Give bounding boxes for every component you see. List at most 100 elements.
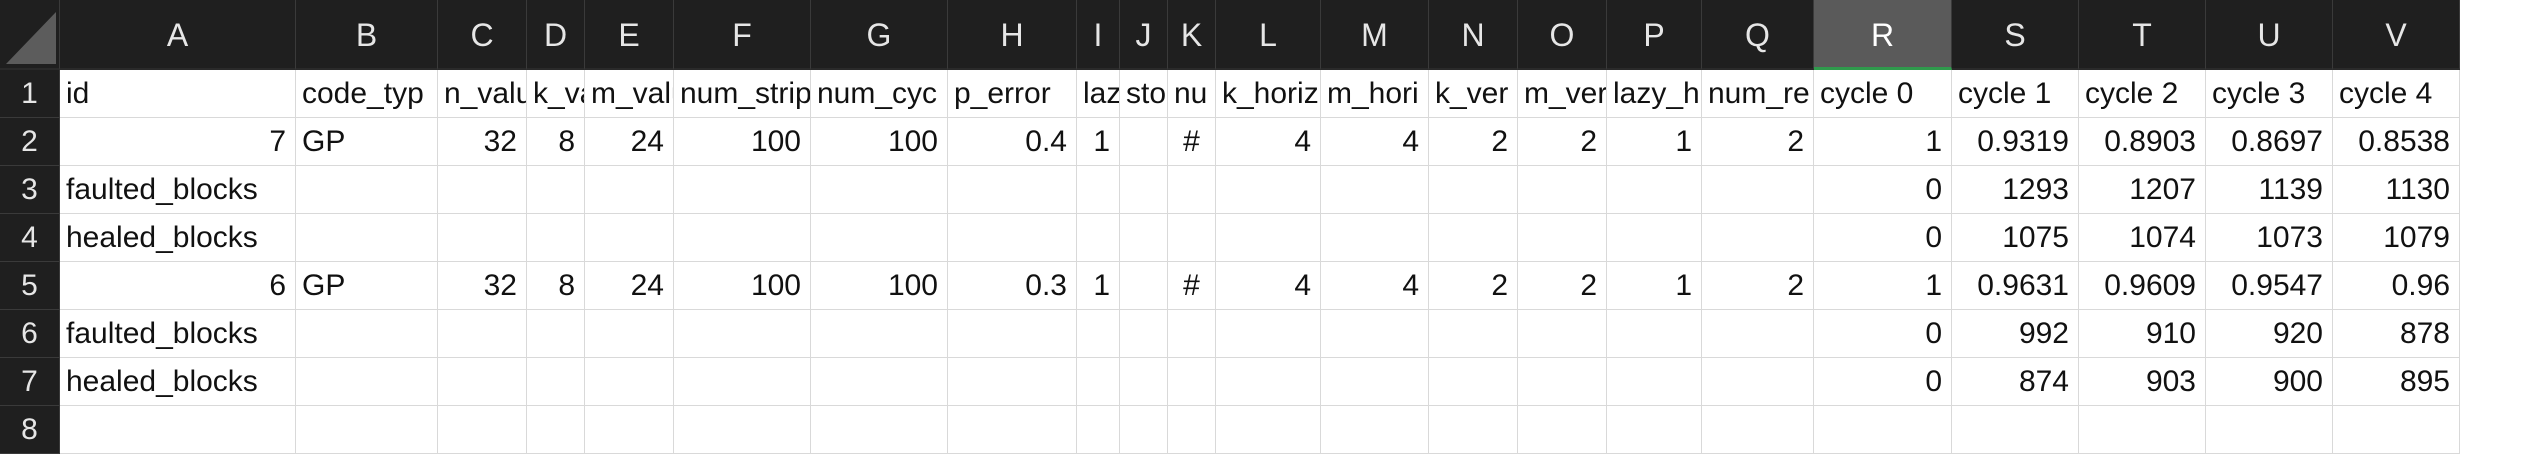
cell-o7[interactable] — [1518, 358, 1607, 406]
column-header-j[interactable]: J — [1120, 0, 1168, 70]
row-header-4[interactable]: 4 — [0, 214, 60, 262]
cell-b2[interactable]: GP — [296, 118, 438, 166]
cell-o8[interactable] — [1518, 406, 1607, 454]
cell-j4[interactable] — [1120, 214, 1168, 262]
cell-i4[interactable] — [1077, 214, 1120, 262]
cell-r3[interactable]: 0 — [1814, 166, 1952, 214]
cell-p1[interactable]: lazy_h — [1607, 70, 1702, 118]
cell-s2[interactable]: 0.9319 — [1952, 118, 2079, 166]
cell-c3[interactable] — [438, 166, 527, 214]
column-header-u[interactable]: U — [2206, 0, 2333, 70]
cell-a6[interactable]: faulted_blocks — [60, 310, 296, 358]
cell-b4[interactable] — [296, 214, 438, 262]
cell-k6[interactable] — [1168, 310, 1216, 358]
cell-g3[interactable] — [811, 166, 948, 214]
cell-f4[interactable] — [674, 214, 811, 262]
cell-k3[interactable] — [1168, 166, 1216, 214]
column-header-t[interactable]: T — [2079, 0, 2206, 70]
cell-c6[interactable] — [438, 310, 527, 358]
cell-t4[interactable]: 1074 — [2079, 214, 2206, 262]
cell-f8[interactable] — [674, 406, 811, 454]
column-header-s[interactable]: S — [1952, 0, 2079, 70]
cell-q5[interactable]: 2 — [1702, 262, 1814, 310]
cell-b6[interactable] — [296, 310, 438, 358]
cell-n1[interactable]: k_ver — [1429, 70, 1518, 118]
cell-r6[interactable]: 0 — [1814, 310, 1952, 358]
cell-i1[interactable]: laz — [1077, 70, 1120, 118]
cell-c1[interactable]: n_valu — [438, 70, 527, 118]
cell-f7[interactable] — [674, 358, 811, 406]
column-header-e[interactable]: E — [585, 0, 674, 70]
cell-u4[interactable]: 1073 — [2206, 214, 2333, 262]
cell-s6[interactable]: 992 — [1952, 310, 2079, 358]
cell-a4[interactable]: healed_blocks — [60, 214, 296, 262]
cell-o5[interactable]: 2 — [1518, 262, 1607, 310]
cell-t2[interactable]: 0.8903 — [2079, 118, 2206, 166]
cell-l1[interactable]: k_horiz — [1216, 70, 1321, 118]
cell-r1[interactable]: cycle 0 — [1814, 70, 1952, 118]
row-header-5[interactable]: 5 — [0, 262, 60, 310]
column-header-a[interactable]: A — [60, 0, 296, 70]
cell-v3[interactable]: 1130 — [2333, 166, 2460, 214]
cell-f3[interactable] — [674, 166, 811, 214]
cell-v6[interactable]: 878 — [2333, 310, 2460, 358]
cell-n5[interactable]: 2 — [1429, 262, 1518, 310]
row-header-2[interactable]: 2 — [0, 118, 60, 166]
cell-l8[interactable] — [1216, 406, 1321, 454]
column-header-r[interactable]: R — [1814, 0, 1952, 70]
cell-h6[interactable] — [948, 310, 1077, 358]
cell-i5[interactable]: 1 — [1077, 262, 1120, 310]
cell-b5[interactable]: GP — [296, 262, 438, 310]
column-header-p[interactable]: P — [1607, 0, 1702, 70]
cell-a8[interactable] — [60, 406, 296, 454]
cell-h5[interactable]: 0.3 — [948, 262, 1077, 310]
cell-d1[interactable]: k_val — [527, 70, 585, 118]
cell-v7[interactable]: 895 — [2333, 358, 2460, 406]
cell-k5[interactable]: # — [1168, 262, 1216, 310]
cell-o3[interactable] — [1518, 166, 1607, 214]
cell-o6[interactable] — [1518, 310, 1607, 358]
cell-j2[interactable] — [1120, 118, 1168, 166]
cell-v1[interactable]: cycle 4 — [2333, 70, 2460, 118]
cell-m6[interactable] — [1321, 310, 1429, 358]
column-header-d[interactable]: D — [527, 0, 585, 70]
cell-t1[interactable]: cycle 2 — [2079, 70, 2206, 118]
cell-u5[interactable]: 0.9547 — [2206, 262, 2333, 310]
column-header-g[interactable]: G — [811, 0, 948, 70]
cell-j5[interactable] — [1120, 262, 1168, 310]
cell-e3[interactable] — [585, 166, 674, 214]
cell-g5[interactable]: 100 — [811, 262, 948, 310]
cell-d4[interactable] — [527, 214, 585, 262]
cell-q8[interactable] — [1702, 406, 1814, 454]
cell-f6[interactable] — [674, 310, 811, 358]
cell-m2[interactable]: 4 — [1321, 118, 1429, 166]
cell-o2[interactable]: 2 — [1518, 118, 1607, 166]
cell-n4[interactable] — [1429, 214, 1518, 262]
cell-k4[interactable] — [1168, 214, 1216, 262]
cell-q7[interactable] — [1702, 358, 1814, 406]
row-header-7[interactable]: 7 — [0, 358, 60, 406]
cell-v2[interactable]: 0.8538 — [2333, 118, 2460, 166]
cell-s5[interactable]: 0.9631 — [1952, 262, 2079, 310]
cell-p8[interactable] — [1607, 406, 1702, 454]
cell-p6[interactable] — [1607, 310, 1702, 358]
cell-a2[interactable]: 7 — [60, 118, 296, 166]
cell-h1[interactable]: p_error — [948, 70, 1077, 118]
column-header-o[interactable]: O — [1518, 0, 1607, 70]
column-header-c[interactable]: C — [438, 0, 527, 70]
cell-m5[interactable]: 4 — [1321, 262, 1429, 310]
cell-d2[interactable]: 8 — [527, 118, 585, 166]
cell-s7[interactable]: 874 — [1952, 358, 2079, 406]
cell-p3[interactable] — [1607, 166, 1702, 214]
cell-j7[interactable] — [1120, 358, 1168, 406]
cell-f1[interactable]: num_strip — [674, 70, 811, 118]
cell-a5[interactable]: 6 — [60, 262, 296, 310]
cell-u3[interactable]: 1139 — [2206, 166, 2333, 214]
cell-q1[interactable]: num_re — [1702, 70, 1814, 118]
cell-b7[interactable] — [296, 358, 438, 406]
cell-m7[interactable] — [1321, 358, 1429, 406]
cell-p4[interactable] — [1607, 214, 1702, 262]
cell-h3[interactable] — [948, 166, 1077, 214]
cell-l7[interactable] — [1216, 358, 1321, 406]
cell-e5[interactable]: 24 — [585, 262, 674, 310]
